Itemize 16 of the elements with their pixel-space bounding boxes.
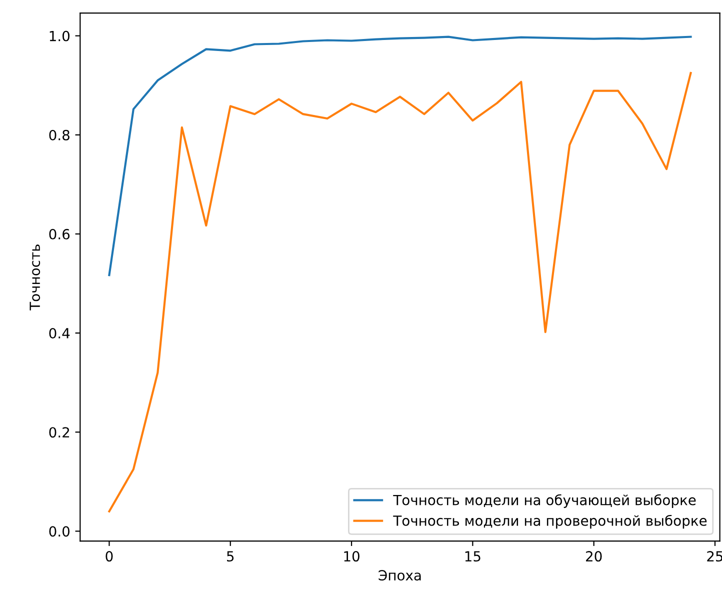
- y-tick-label: 0.8: [49, 130, 70, 140]
- legend-label: Точность модели на проверочной выборке: [393, 514, 707, 529]
- y-tick-label: 0.2: [49, 427, 70, 438]
- y-tick-label: 0.6: [49, 228, 70, 240]
- x-tick-label: 10: [344, 551, 360, 562]
- y-tick-label: 1.0: [50, 30, 70, 42]
- x-tick-label: 15: [465, 551, 480, 562]
- x-axis-title: Эпоха: [378, 570, 421, 581]
- y-tick-label: 0.0: [49, 526, 70, 537]
- line-series: [108, 36, 692, 276]
- x-tick-label: 0: [106, 551, 113, 562]
- y-axis-title: Точность: [30, 244, 40, 310]
- legend-label: Точность модели на обучающей выборке: [393, 494, 696, 508]
- x-tick-label: 20: [586, 551, 602, 562]
- x-tick-label: 5: [227, 551, 234, 562]
- y-tick-label: 0.4: [49, 328, 70, 339]
